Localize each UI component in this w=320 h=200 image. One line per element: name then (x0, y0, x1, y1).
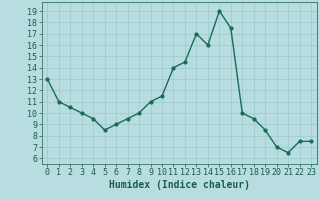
X-axis label: Humidex (Indice chaleur): Humidex (Indice chaleur) (109, 180, 250, 190)
